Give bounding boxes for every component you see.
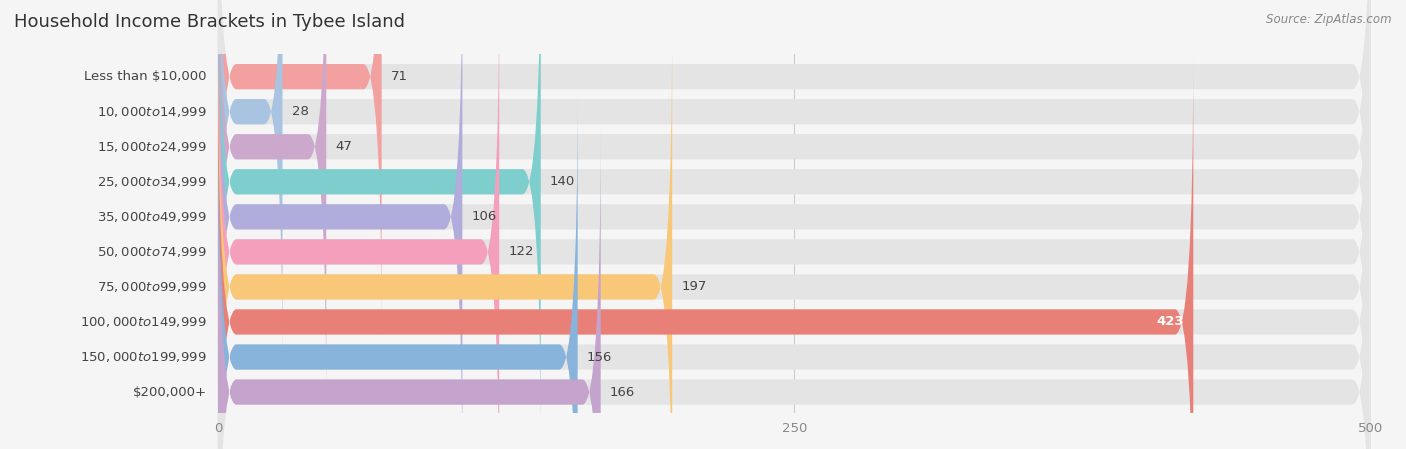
Text: $50,000 to $74,999: $50,000 to $74,999	[97, 245, 207, 259]
Text: 140: 140	[550, 175, 575, 188]
Text: 197: 197	[682, 281, 707, 294]
Text: Source: ZipAtlas.com: Source: ZipAtlas.com	[1267, 13, 1392, 26]
FancyBboxPatch shape	[218, 124, 600, 449]
FancyBboxPatch shape	[218, 54, 1194, 449]
FancyBboxPatch shape	[218, 0, 1371, 449]
Text: 28: 28	[291, 105, 308, 118]
FancyBboxPatch shape	[218, 0, 463, 449]
Text: $10,000 to $14,999: $10,000 to $14,999	[97, 105, 207, 119]
Text: $200,000+: $200,000+	[132, 386, 207, 399]
Text: 47: 47	[336, 140, 353, 153]
FancyBboxPatch shape	[218, 19, 672, 449]
Text: 106: 106	[471, 210, 496, 223]
Text: $100,000 to $149,999: $100,000 to $149,999	[80, 315, 207, 329]
FancyBboxPatch shape	[218, 89, 1371, 449]
FancyBboxPatch shape	[218, 0, 283, 379]
Text: $15,000 to $24,999: $15,000 to $24,999	[97, 140, 207, 154]
Text: Less than $10,000: Less than $10,000	[84, 70, 207, 83]
Text: Household Income Brackets in Tybee Island: Household Income Brackets in Tybee Islan…	[14, 13, 405, 31]
FancyBboxPatch shape	[218, 89, 578, 449]
Text: $150,000 to $199,999: $150,000 to $199,999	[80, 350, 207, 364]
FancyBboxPatch shape	[218, 54, 1371, 449]
Text: 423: 423	[1157, 316, 1184, 329]
Text: 166: 166	[610, 386, 636, 399]
FancyBboxPatch shape	[218, 0, 326, 414]
FancyBboxPatch shape	[218, 0, 1371, 414]
FancyBboxPatch shape	[218, 19, 1371, 449]
FancyBboxPatch shape	[218, 124, 1371, 449]
FancyBboxPatch shape	[218, 0, 541, 449]
FancyBboxPatch shape	[218, 0, 1371, 379]
FancyBboxPatch shape	[218, 0, 1371, 344]
Text: $75,000 to $99,999: $75,000 to $99,999	[97, 280, 207, 294]
Text: $25,000 to $34,999: $25,000 to $34,999	[97, 175, 207, 189]
Text: 122: 122	[509, 245, 534, 258]
Text: 156: 156	[586, 351, 612, 364]
FancyBboxPatch shape	[218, 0, 1371, 449]
FancyBboxPatch shape	[218, 0, 1371, 449]
Text: $35,000 to $49,999: $35,000 to $49,999	[97, 210, 207, 224]
FancyBboxPatch shape	[218, 0, 499, 449]
FancyBboxPatch shape	[218, 0, 381, 344]
Text: 71: 71	[391, 70, 408, 83]
